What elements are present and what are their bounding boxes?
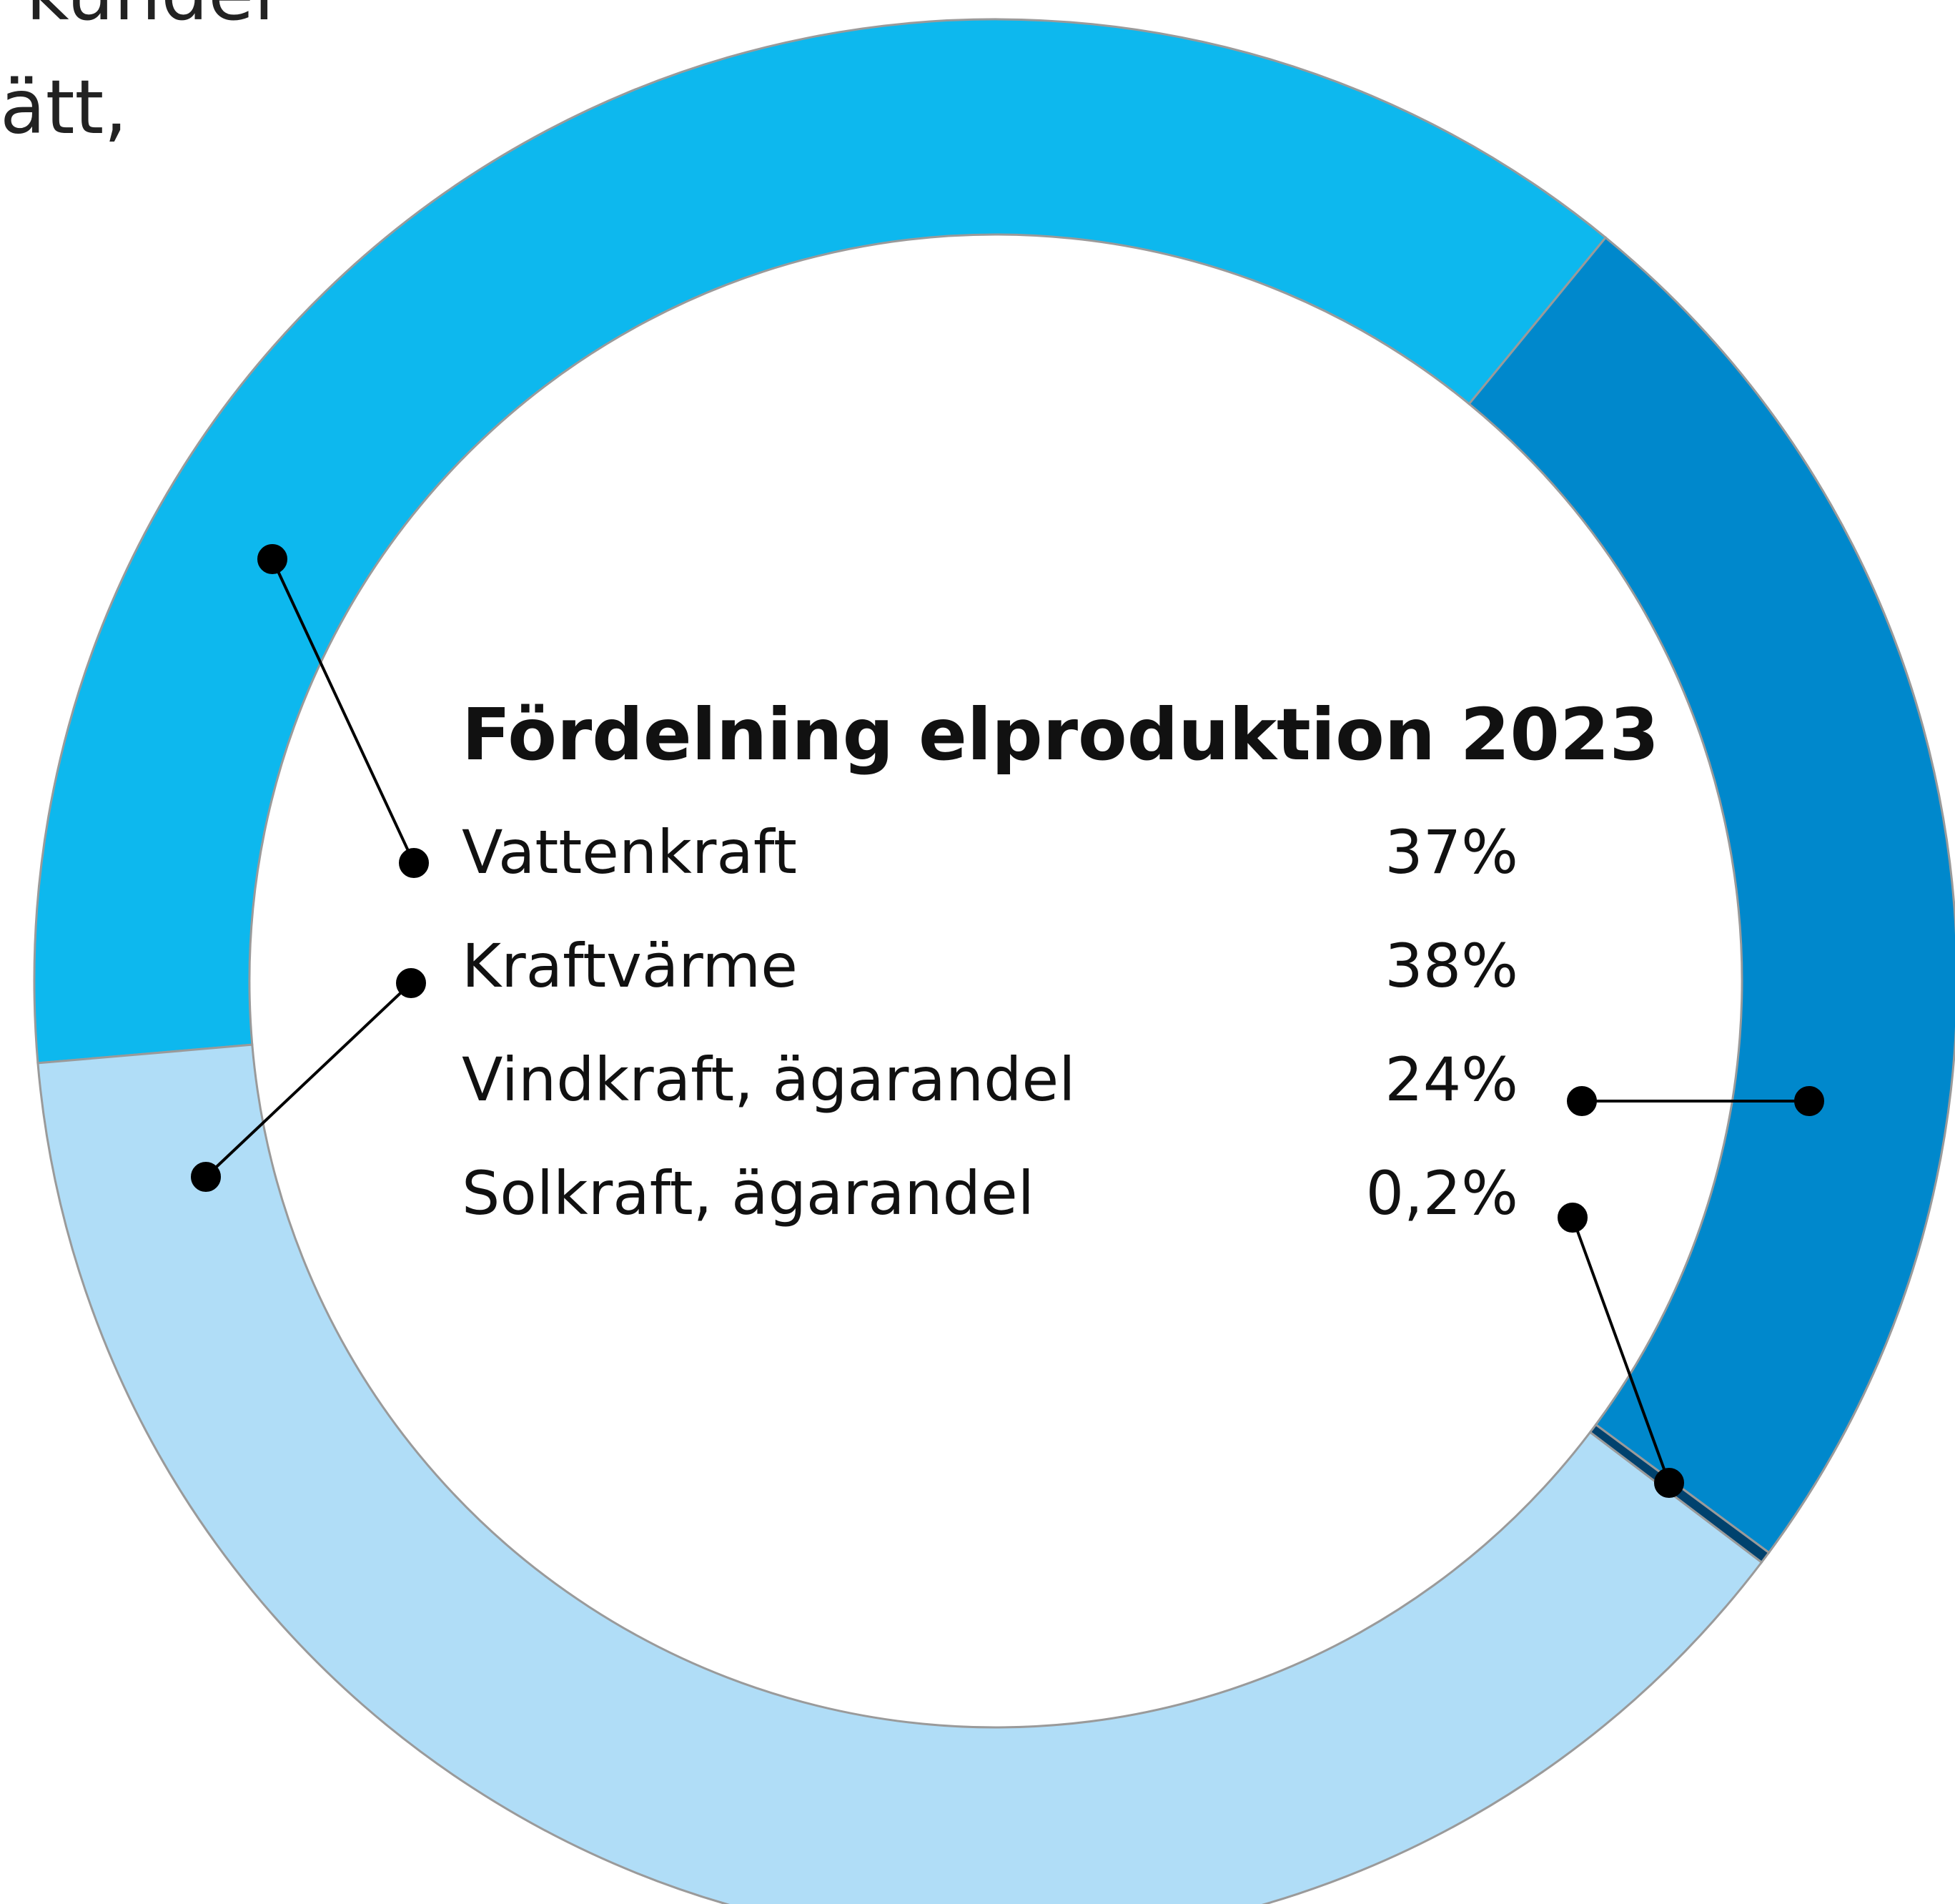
legend-label: Vindkraft, ägarandel (462, 1045, 1075, 1115)
leader-line (204, 982, 412, 1178)
leader-dot (1794, 1086, 1824, 1116)
leader-dot (1654, 1468, 1684, 1498)
leader-dot (1558, 1203, 1588, 1233)
legend-label: Vattenkraft (462, 817, 797, 887)
chart-title: Fördelning elproduktion 2023 (462, 693, 1659, 776)
leader-line (271, 558, 415, 864)
background-text: ätt, (0, 64, 127, 151)
legend-label: Kraftvärme (462, 931, 798, 1001)
donut-segment (1468, 236, 1955, 1554)
leader-line (1571, 1217, 1671, 1484)
leader-dot (257, 544, 287, 574)
donut-segment (36, 1043, 1763, 1904)
value-label: 37% (1385, 817, 1518, 887)
leader-dot (399, 848, 429, 878)
background-text: a kunder (0, 0, 284, 37)
value-label: 38% (1385, 931, 1518, 1001)
leader-dot (191, 1162, 221, 1192)
value-label: 24% (1385, 1045, 1518, 1115)
value-label: 0,2% (1366, 1158, 1518, 1228)
donut-segment (33, 18, 1608, 1065)
leader-dot (1567, 1086, 1597, 1116)
legend: Vattenkraft 37% Kraftvärme 38% Vindkraft, äg… (462, 817, 1518, 1228)
leader-dot (396, 968, 426, 998)
donut (33, 18, 1955, 1904)
leader-lines (191, 544, 1824, 1498)
legend-label: Solkraft, ägarandel (462, 1158, 1034, 1228)
